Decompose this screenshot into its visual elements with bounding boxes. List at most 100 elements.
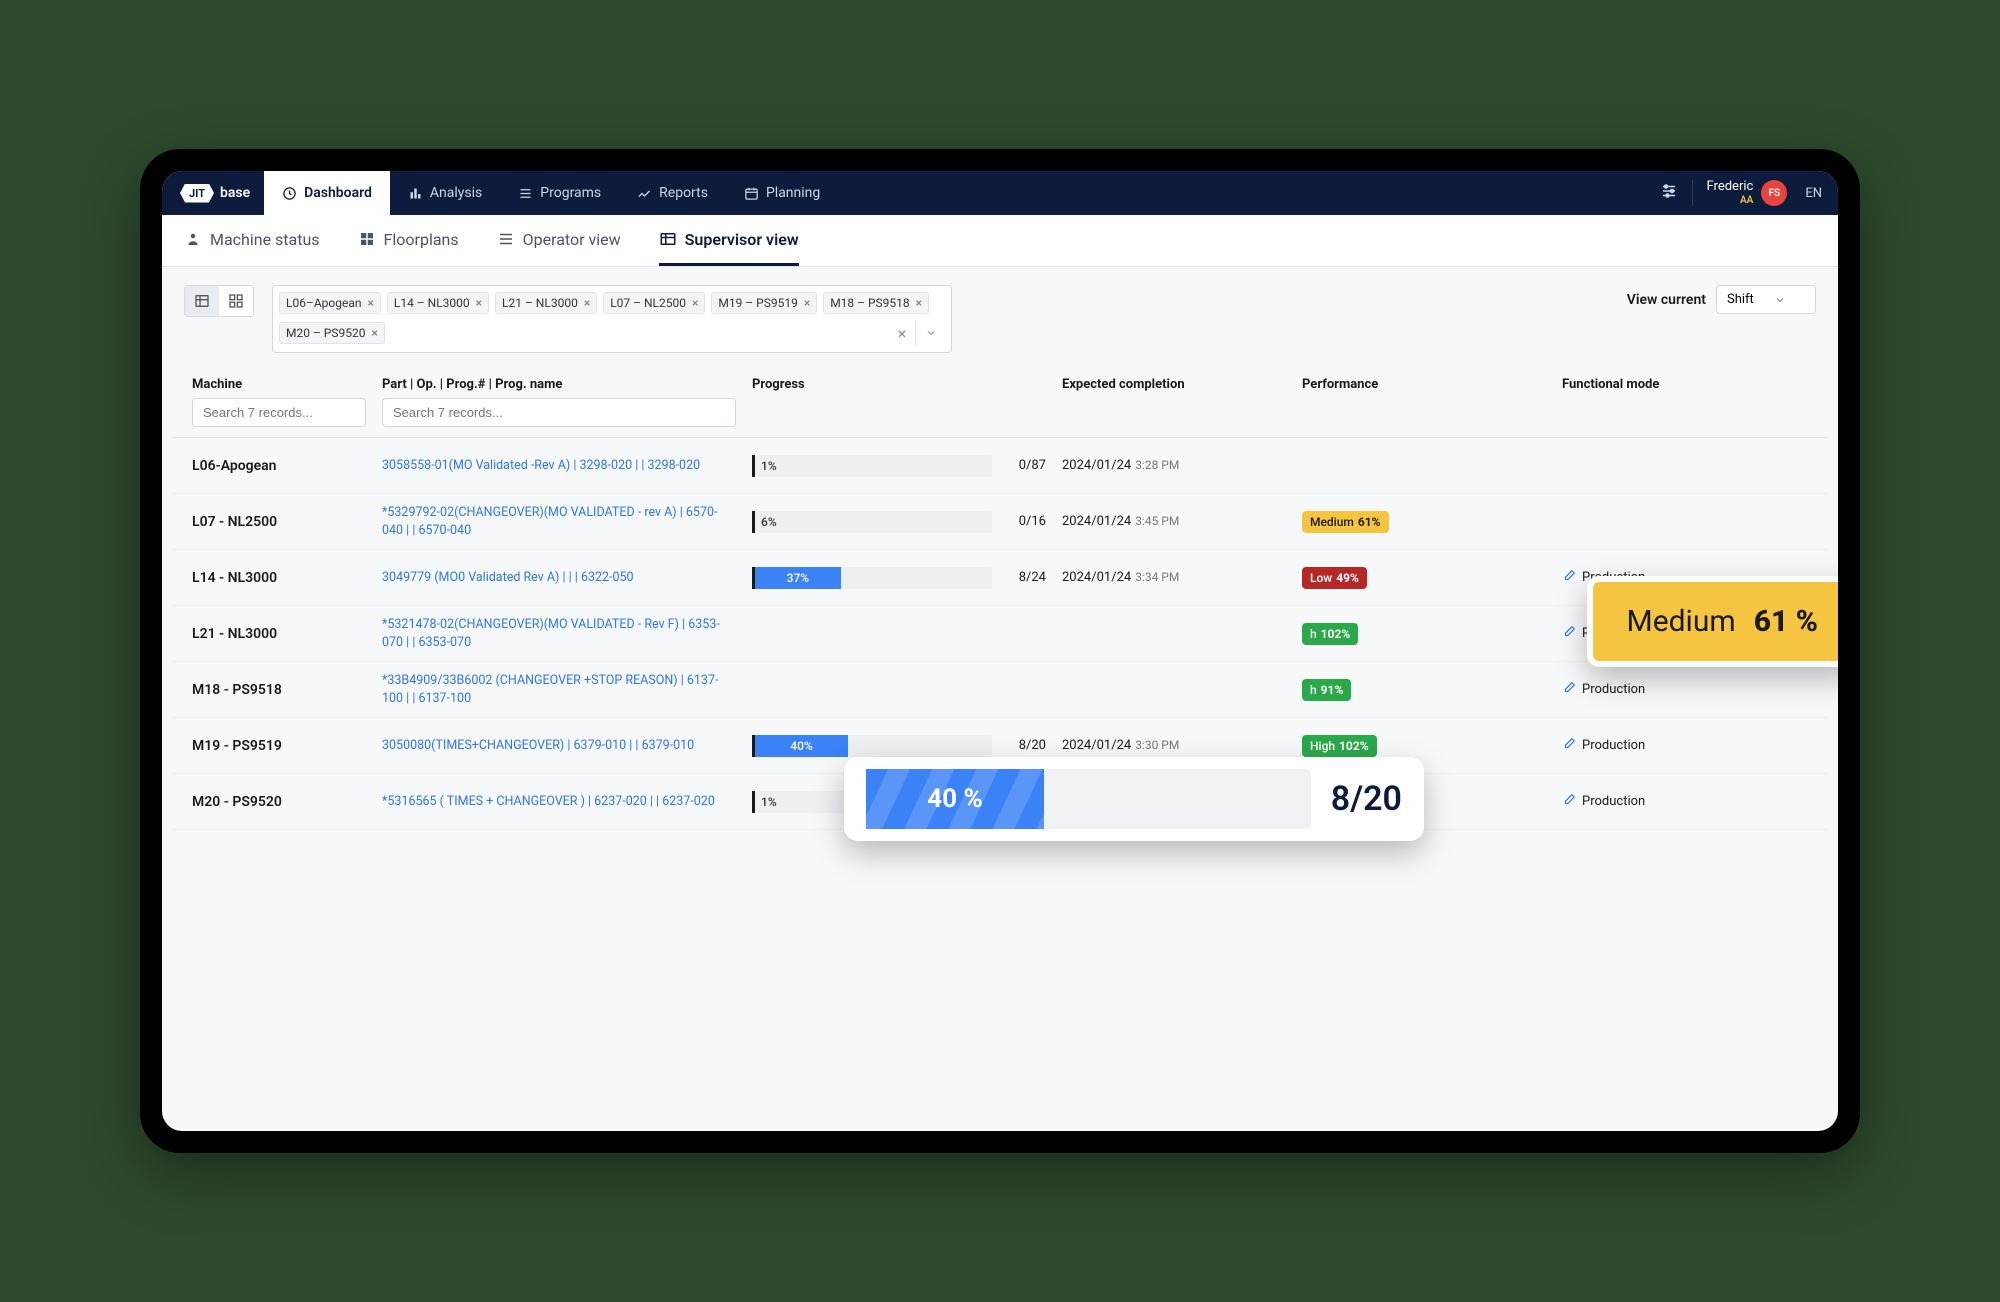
- col-progress[interactable]: Progress: [744, 367, 1054, 398]
- progress-cell: 6%0/16: [744, 501, 1054, 543]
- user-menu[interactable]: Frederic AA FS EN: [1692, 180, 1822, 206]
- view-current-value: Shift: [1727, 292, 1754, 307]
- part-link[interactable]: *5316565 ( TIMES + CHANGEOVER ) | 6237-0…: [382, 794, 715, 809]
- performance-cell: h 91%: [1294, 669, 1554, 711]
- chip-remove-icon[interactable]: ×: [692, 296, 698, 310]
- filter-chip[interactable]: L07 – NL2500×: [603, 292, 705, 314]
- topnav-dashboard[interactable]: Dashboard: [264, 171, 390, 215]
- part-link[interactable]: *5329792-02(CHANGEOVER)(MO VALIDATED - r…: [382, 505, 717, 538]
- subnav-floorplans[interactable]: Floorplans: [358, 215, 459, 266]
- table-row: L06-Apogean3058558-01(MO Validated -Rev …: [172, 438, 1828, 494]
- user-sub: AA: [1707, 195, 1754, 206]
- part-link[interactable]: *5321478-02(CHANGEOVER)(MO VALIDATED - R…: [382, 617, 720, 650]
- performance-badge: Low 49%: [1302, 567, 1367, 589]
- edit-icon[interactable]: [1562, 737, 1576, 755]
- edit-icon[interactable]: [1562, 625, 1576, 643]
- edit-icon[interactable]: [1562, 569, 1576, 587]
- col-performance[interactable]: Performance: [1294, 367, 1554, 398]
- subnav-supervisor-view[interactable]: Supervisor view: [659, 215, 799, 266]
- chip-remove-icon[interactable]: ×: [804, 296, 810, 310]
- avatar: FS: [1761, 180, 1787, 206]
- col-part[interactable]: Part | Op. | Prog.# | Prog. name: [374, 367, 744, 398]
- machine-cell: L14 - NL3000: [184, 560, 374, 596]
- progress-count: 8/24: [1002, 570, 1046, 585]
- callout-perf-pct: 61 %: [1754, 604, 1818, 639]
- view-toggle-grid[interactable]: [219, 286, 253, 316]
- expected-cell: 2024/01/243:28 PM: [1054, 448, 1294, 483]
- edit-icon[interactable]: [1562, 681, 1576, 699]
- view-current-select[interactable]: Shift: [1716, 285, 1816, 314]
- expected-cell: [1054, 624, 1294, 644]
- language-selector[interactable]: EN: [1795, 186, 1822, 201]
- performance-cell: h 102%: [1294, 613, 1554, 655]
- chevron-down-icon: [1774, 294, 1786, 306]
- progress-count: 0/87: [1002, 458, 1046, 473]
- sub-navbar: Machine status Floorplans Operator view Sup…: [162, 215, 1838, 267]
- chip-remove-icon[interactable]: ×: [371, 326, 377, 340]
- view-toggle: [184, 285, 254, 317]
- search-machine-input[interactable]: [192, 398, 366, 427]
- performance-badge: Medium 61%: [1302, 511, 1389, 533]
- tablet-frame: JIT base DashboardAnalysisProgramsReport…: [140, 149, 1860, 1153]
- settings-icon[interactable]: [1660, 182, 1678, 204]
- view-current: View current Shift: [1627, 285, 1816, 314]
- part-link[interactable]: 3058558-01(MO Validated -Rev A) | 3298-0…: [382, 458, 700, 473]
- chips-clear[interactable]: ×: [889, 320, 915, 346]
- logo-badge: JIT: [180, 184, 214, 203]
- mode-cell: [1554, 512, 1816, 532]
- edit-icon[interactable]: [1562, 793, 1576, 811]
- app-screen: JIT base DashboardAnalysisProgramsReport…: [162, 171, 1838, 1131]
- callout-performance: Medium 61 %: [1587, 576, 1838, 667]
- topnav-reports[interactable]: Reports: [619, 171, 726, 215]
- filter-chip[interactable]: L21 – NL3000×: [495, 292, 597, 314]
- filter-bar: L06–Apogean× L14 – NL3000× L21 – NL3000× L0…: [162, 267, 1838, 367]
- filter-chip[interactable]: M19 – PS9519×: [711, 292, 817, 314]
- filter-chip[interactable]: L06–Apogean×: [279, 292, 381, 314]
- filter-chip[interactable]: M18 – PS9518×: [823, 292, 929, 314]
- performance-badge: h 91%: [1302, 679, 1351, 701]
- expected-cell: 2024/01/243:45 PM: [1054, 504, 1294, 539]
- expected-cell: [1054, 680, 1294, 700]
- progress-track: 37%: [752, 567, 992, 589]
- view-toggle-table[interactable]: [185, 286, 219, 316]
- subnav-machine-status[interactable]: Machine status: [184, 215, 320, 266]
- search-part-input[interactable]: [382, 398, 736, 427]
- topnav-programs[interactable]: Programs: [500, 171, 619, 215]
- chip-remove-icon[interactable]: ×: [584, 296, 590, 310]
- machine-cell: M19 - PS9519: [184, 728, 374, 764]
- filter-chip[interactable]: L14 – NL3000×: [387, 292, 489, 314]
- col-expected[interactable]: Expected completion: [1054, 367, 1294, 398]
- filter-chips[interactable]: L06–Apogean× L14 – NL3000× L21 – NL3000× L0…: [272, 285, 952, 353]
- progress-count: 8/20: [1002, 738, 1046, 753]
- mode-cell: Production: [1554, 671, 1816, 709]
- callout-progress: 40 % 8/20: [844, 757, 1424, 841]
- col-machine[interactable]: Machine: [184, 367, 374, 398]
- chip-remove-icon[interactable]: ×: [368, 296, 374, 310]
- topnav-analysis[interactable]: Analysis: [390, 171, 500, 215]
- subnav-operator-view[interactable]: Operator view: [497, 215, 621, 266]
- progress-count: 0/16: [1002, 514, 1046, 529]
- progress-track: 1%: [752, 455, 992, 477]
- part-link[interactable]: 3050080(TIMES+CHANGEOVER) | 6379-010 | |…: [382, 738, 694, 753]
- chip-remove-icon[interactable]: ×: [916, 296, 922, 310]
- chips-dropdown[interactable]: [915, 320, 945, 346]
- progress-cell: [744, 624, 1054, 644]
- topnav-planning[interactable]: Planning: [726, 171, 838, 215]
- app-logo[interactable]: JIT base: [162, 171, 264, 215]
- part-link[interactable]: *33B4909/33B6002 (CHANGEOVER +STOP REASO…: [382, 673, 718, 706]
- machine-cell: L07 - NL2500: [184, 504, 374, 540]
- progress-track: 40%: [752, 735, 992, 757]
- chip-remove-icon[interactable]: ×: [476, 296, 482, 310]
- table-row: L07 - NL2500*5329792-02(CHANGEOVER)(MO V…: [172, 494, 1828, 550]
- callout-progress-count: 8/20: [1331, 779, 1402, 819]
- progress-cell: [744, 680, 1054, 700]
- mode-cell: Production: [1554, 727, 1816, 765]
- view-current-label: View current: [1627, 292, 1706, 308]
- part-link[interactable]: 3049779 (MO0 Validated Rev A) | | | 6322…: [382, 570, 634, 585]
- expected-cell: 2024/01/243:34 PM: [1054, 560, 1294, 595]
- table-row: L21 - NL3000*5321478-02(CHANGEOVER)(MO V…: [172, 606, 1828, 662]
- mode-cell: Production: [1554, 783, 1816, 821]
- filter-chip[interactable]: M20 – PS9520×: [279, 322, 385, 344]
- table-row: L14 - NL3000 3049779 (MO0 Validated Rev A…: [172, 550, 1828, 606]
- col-mode[interactable]: Functional mode: [1554, 367, 1816, 398]
